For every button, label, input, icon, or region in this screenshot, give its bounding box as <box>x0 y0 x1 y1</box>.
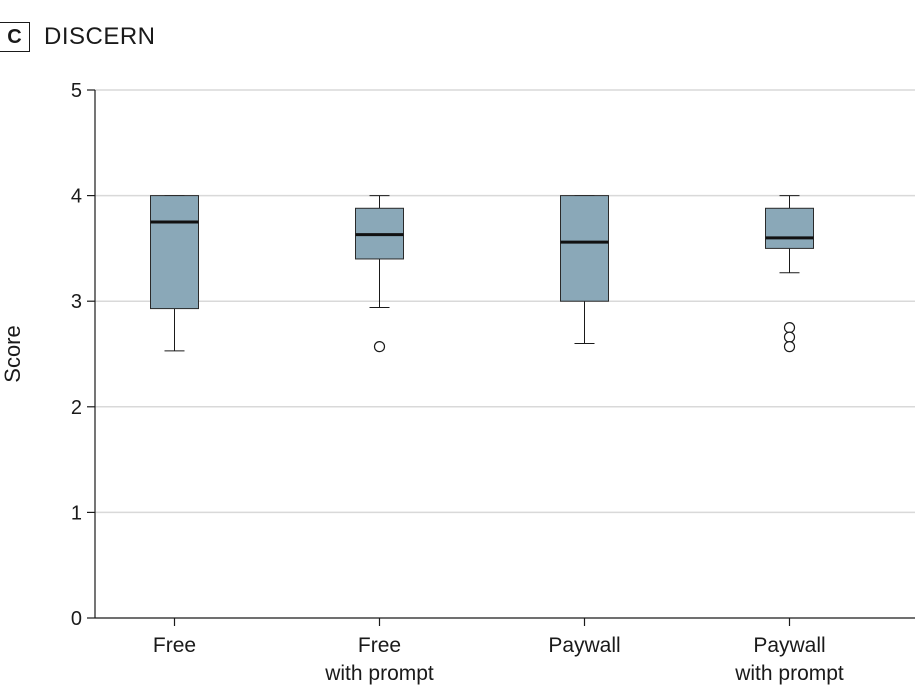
axes <box>87 89 915 626</box>
y-tick-label: 5 <box>71 80 82 102</box>
labels: 0 1 2 3 4 5 Score Free Free with prompt Paywall Pay… <box>0 80 844 685</box>
x-category-label: with prompt <box>734 662 844 685</box>
y-tick-label: 4 <box>71 186 82 208</box>
x-category-label: Paywall <box>753 634 825 657</box>
box <box>765 207 814 249</box>
y-tick-label: 3 <box>71 291 82 313</box>
grid-lines <box>95 89 915 514</box>
outlier-point <box>783 322 796 334</box>
box <box>150 195 199 310</box>
y-tick-label: 2 <box>71 397 82 419</box>
panel-header: C DISCERN <box>0 20 156 54</box>
panel-title: DISCERN <box>44 23 156 50</box>
y-axis-title: Score <box>0 325 25 382</box>
outlier-point <box>373 341 386 353</box>
x-category-label: Paywall <box>548 634 620 657</box>
x-category-label: with prompt <box>324 662 434 685</box>
y-tick-label: 0 <box>71 608 82 630</box>
y-tick-label: 1 <box>71 502 82 524</box>
outlier-point <box>783 341 796 353</box>
box <box>560 195 609 302</box>
panel-letter: C <box>0 22 30 52</box>
boxes <box>150 195 814 353</box>
x-category-label: Free <box>153 634 196 657</box>
x-category-label: Free <box>358 634 401 657</box>
outlier-point <box>783 331 796 343</box>
